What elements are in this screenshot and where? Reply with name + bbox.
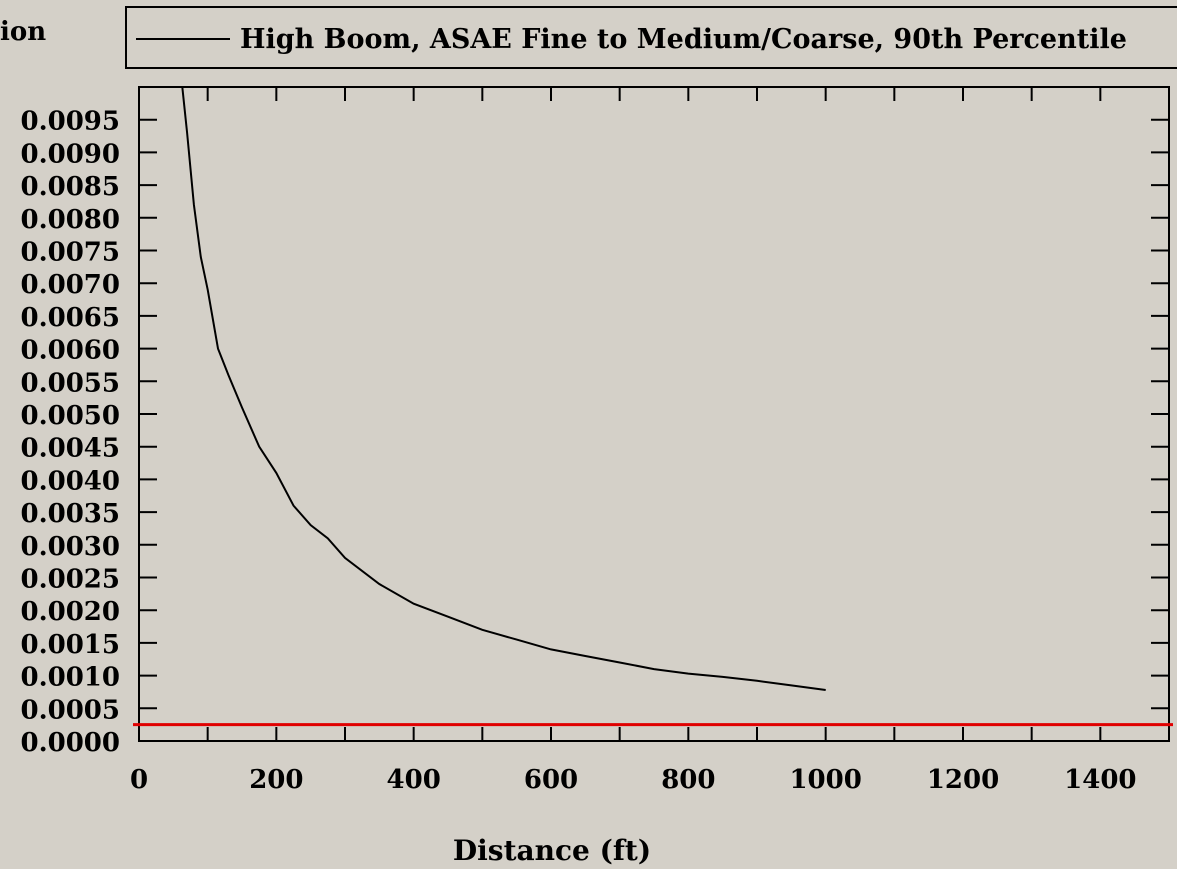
x-axis-title: Distance (ft)	[453, 834, 651, 867]
y-tick-label: 0.0050	[20, 401, 120, 431]
x-tick-label: 400	[387, 765, 441, 795]
y-tick-label: 0.0055	[20, 368, 120, 398]
x-tick-label: 200	[249, 765, 303, 795]
x-tick-label: 1200	[927, 765, 999, 795]
x-tick-label: 1000	[789, 765, 861, 795]
y-tick-label: 0.0030	[20, 532, 120, 562]
y-tick-label: 0.0075	[20, 238, 120, 268]
y-tick-label: 0.0090	[20, 139, 120, 169]
y-tick-label: 0.0095	[20, 107, 120, 137]
y-tick-label: 0.0045	[20, 434, 120, 464]
x-tick-label: 0	[130, 765, 148, 795]
series-line	[181, 86, 826, 691]
y-tick-label: 0.0085	[20, 172, 120, 202]
y-tick-label: 0.0010	[20, 663, 120, 693]
x-tick-label: 1400	[1064, 765, 1136, 795]
x-tick-label: 600	[524, 765, 578, 795]
y-tick-label: 0.0020	[20, 597, 120, 627]
plot-area	[138, 86, 1170, 742]
x-tick-label: 800	[661, 765, 715, 795]
y-tick-label: 0.0005	[20, 695, 120, 725]
y-tick-label: 0.0035	[20, 499, 120, 529]
y-tick-label: 0.0040	[20, 466, 120, 496]
y-tick-label: 0.0015	[20, 630, 120, 660]
legend-box	[125, 6, 1177, 69]
y-tick-label: 0.0000	[20, 728, 120, 758]
y-tick-label: 0.0060	[20, 336, 120, 366]
legend-label: High Boom, ASAE Fine to Medium/Coarse, 9…	[240, 24, 1127, 55]
legend: High Boom, ASAE Fine to Medium/Coarse, 9…	[125, 6, 1177, 69]
y-axis-title: ion	[0, 17, 46, 47]
y-tick-label: 0.0025	[20, 565, 120, 595]
y-tick-label: 0.0070	[20, 270, 120, 300]
y-tick-label: 0.0065	[20, 303, 120, 333]
y-tick-label: 0.0080	[20, 205, 120, 235]
